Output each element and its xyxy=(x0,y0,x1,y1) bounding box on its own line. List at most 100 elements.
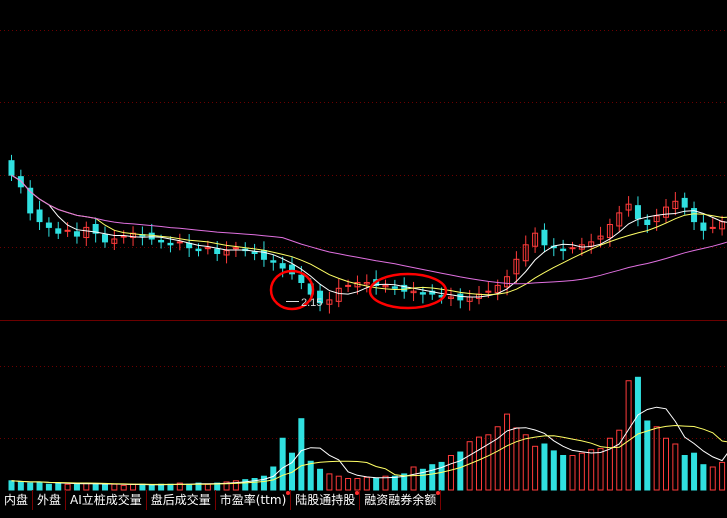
tab-after-hours-volume[interactable]: 盘后成交量 xyxy=(147,490,216,510)
highlight-ellipse-bottom xyxy=(368,272,448,310)
tab-pe-ttm[interactable]: 市盈率(ttm) xyxy=(216,490,292,510)
candle-body xyxy=(73,231,80,237)
candle-body xyxy=(606,224,613,239)
candle xyxy=(45,217,52,237)
volume-bar xyxy=(401,473,408,491)
candle-body xyxy=(653,215,660,223)
candle-body xyxy=(709,226,716,229)
candle-body xyxy=(64,229,71,232)
volume-bar xyxy=(541,443,548,491)
volume-bar xyxy=(504,413,511,491)
volume-bar xyxy=(700,464,707,491)
volume-bar xyxy=(663,437,669,491)
candle xyxy=(36,200,43,231)
candle-body xyxy=(597,235,604,240)
volume-bar xyxy=(560,455,567,491)
volume-bar xyxy=(410,466,417,491)
candle xyxy=(532,227,539,253)
candle-body xyxy=(111,238,118,244)
volume-bar xyxy=(251,478,258,491)
candle-body xyxy=(569,247,576,250)
candle xyxy=(410,281,417,302)
candle-body xyxy=(298,274,305,283)
candle-body xyxy=(541,229,548,246)
candle xyxy=(663,198,669,224)
new-dot-icon xyxy=(286,491,291,495)
candle-body xyxy=(45,222,52,228)
candle-body xyxy=(130,232,137,239)
candle-body xyxy=(204,247,211,250)
candle-body xyxy=(326,299,333,305)
volume-bar xyxy=(419,468,426,491)
price-low-label: 2.15 xyxy=(301,297,322,309)
candle xyxy=(242,242,249,257)
candle-body xyxy=(681,197,688,208)
volume-bar xyxy=(373,478,380,491)
candle-body xyxy=(634,205,641,220)
candle-body xyxy=(270,260,277,263)
volume-bar xyxy=(438,461,445,491)
candle xyxy=(494,279,501,301)
volume-bar xyxy=(429,464,436,491)
volume-bar xyxy=(382,475,389,491)
ma5-line xyxy=(11,174,727,298)
volume-bar xyxy=(691,452,698,491)
candle-body xyxy=(289,264,295,275)
volume-bar xyxy=(260,475,267,491)
volume-moving-averages xyxy=(11,406,727,486)
highlight-ellipse-low xyxy=(269,269,315,311)
candle-body xyxy=(317,290,324,304)
volume-bar xyxy=(485,434,492,491)
candle xyxy=(504,269,511,296)
candle-body xyxy=(8,160,15,176)
volume-bar xyxy=(672,443,679,491)
highlight-markers xyxy=(269,269,448,311)
candle xyxy=(485,281,492,298)
candle xyxy=(634,196,641,227)
volume-bar xyxy=(606,437,613,491)
candle-body xyxy=(504,276,511,288)
candle xyxy=(64,222,71,237)
volume-bar xyxy=(653,426,660,491)
volume-bar xyxy=(447,455,454,491)
candle xyxy=(83,221,90,246)
volume-bar xyxy=(36,481,43,491)
volume-bar xyxy=(289,452,295,491)
volume-bar xyxy=(335,475,342,491)
candle xyxy=(616,205,623,232)
volume-bar xyxy=(597,448,604,491)
candle-body xyxy=(195,248,202,252)
volume-bar xyxy=(569,455,576,491)
candle-body xyxy=(625,203,632,211)
candle xyxy=(513,251,520,284)
volume-bar xyxy=(307,460,314,491)
volume-bar xyxy=(466,441,473,491)
tab-neipan[interactable]: 内盘 xyxy=(0,490,34,510)
candle xyxy=(102,226,108,248)
volume-bar xyxy=(719,461,726,491)
new-dot-icon xyxy=(436,491,441,495)
volume-bar xyxy=(223,481,230,491)
volume-bar xyxy=(232,480,239,491)
candle xyxy=(391,279,398,295)
candle xyxy=(8,154,15,181)
volume-bar xyxy=(73,483,80,491)
volume-bar xyxy=(625,380,632,491)
candle-body xyxy=(672,200,679,210)
candle-body xyxy=(279,263,286,269)
candle xyxy=(363,274,370,293)
candle-body xyxy=(382,284,389,288)
candle-body xyxy=(391,286,398,289)
tab-ai-volume[interactable]: AI立桩成交量 xyxy=(66,490,147,510)
candlestick-series xyxy=(8,154,726,314)
volume-bar xyxy=(242,479,249,491)
tab-waipan[interactable]: 外盘 xyxy=(33,490,67,510)
tab-margin-balance[interactable]: 融资融券余额 xyxy=(360,490,442,510)
candle-body xyxy=(532,232,539,247)
tab-northbound-holdings[interactable]: 陆股通持股 xyxy=(291,490,361,510)
candle-body xyxy=(700,222,707,231)
vol-ma10-line xyxy=(11,424,727,485)
candle-body xyxy=(83,226,90,239)
candle xyxy=(719,215,726,236)
